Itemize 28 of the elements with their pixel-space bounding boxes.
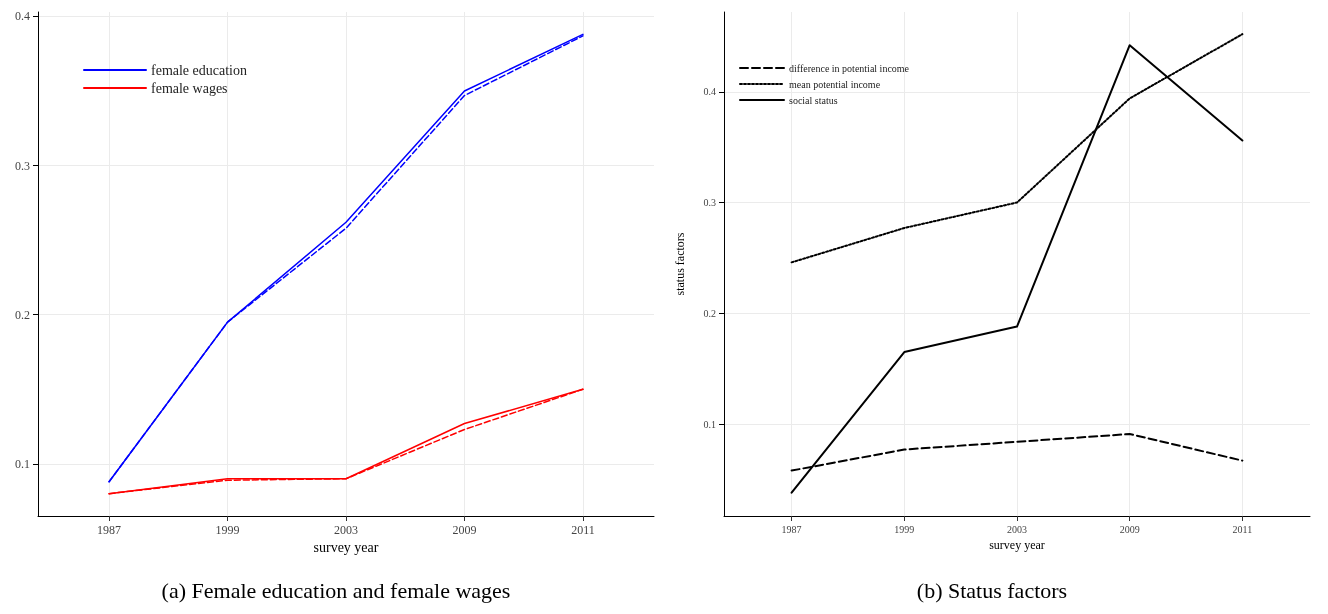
x-tick-label: 2011 — [1232, 523, 1253, 535]
x-tick-label: 2009 — [1119, 523, 1140, 535]
x-tick-label: 2009 — [452, 523, 477, 537]
x-tick-label: 1999 — [215, 523, 240, 537]
x-tick-label: 1987 — [97, 523, 122, 537]
legend-label: social status — [789, 94, 838, 106]
x-tick-label: 2003 — [1007, 523, 1027, 535]
legend-label: mean potential income — [789, 78, 881, 90]
y-tick-label: 0.1 — [703, 418, 716, 430]
x-axis-title: survey year — [313, 540, 379, 556]
y-tick-label: 0.2 — [15, 307, 30, 322]
legend-label: female wages — [151, 80, 228, 96]
x-tick-label: 2003 — [334, 523, 358, 537]
x-axis-title: survey year — [989, 537, 1045, 552]
y-tick-label: 0.2 — [703, 307, 716, 319]
x-tick-label: 1999 — [894, 523, 915, 535]
x-tick-label: 2011 — [571, 523, 595, 537]
text: (b) Status factors — [916, 577, 1068, 603]
y-axis-title: status factors — [673, 232, 687, 296]
y-tick-label: 0.4 — [703, 86, 716, 98]
legend-label: female education — [151, 62, 248, 78]
y-tick-label: 0.3 — [15, 158, 30, 173]
legend-label: difference in potential income — [789, 62, 910, 74]
y-tick-label: 0.3 — [703, 197, 716, 209]
text: (a) Female education and female wages — [161, 577, 511, 603]
y-tick-label: 0.1 — [15, 456, 30, 471]
x-tick-label: 1987 — [781, 523, 802, 535]
y-tick-label: 0.4 — [15, 9, 30, 24]
